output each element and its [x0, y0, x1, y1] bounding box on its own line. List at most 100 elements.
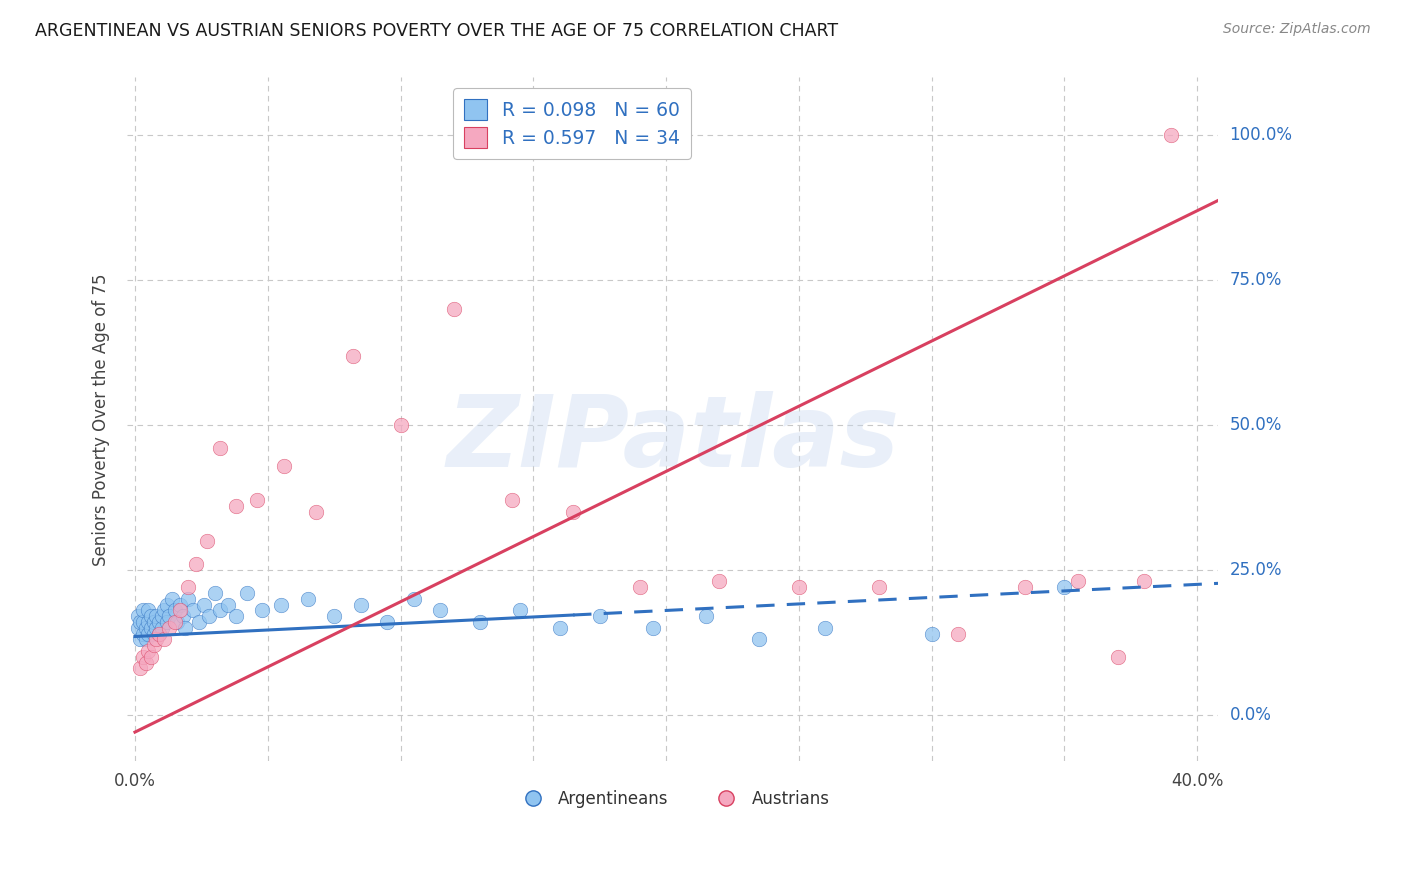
Text: 100.0%: 100.0%	[1230, 127, 1292, 145]
Point	[948, 626, 970, 640]
Point	[1067, 574, 1090, 589]
Point	[129, 615, 152, 629]
Point	[375, 615, 398, 629]
Point	[470, 615, 492, 629]
Point	[169, 598, 191, 612]
Point	[273, 458, 295, 473]
Text: 25.0%: 25.0%	[1230, 561, 1282, 579]
Point	[217, 598, 239, 612]
Point	[136, 644, 159, 658]
Point	[132, 626, 155, 640]
Point	[163, 603, 186, 617]
Point	[443, 302, 465, 317]
Text: 0.0%: 0.0%	[1230, 706, 1271, 723]
Text: 50.0%: 50.0%	[1230, 416, 1282, 434]
Point	[153, 603, 176, 617]
Point	[132, 615, 155, 629]
Point	[183, 603, 205, 617]
Point	[1107, 649, 1129, 664]
Point	[132, 603, 155, 617]
Point	[139, 609, 162, 624]
Point	[148, 626, 170, 640]
Point	[136, 615, 159, 629]
Point	[270, 598, 292, 612]
Point	[350, 598, 373, 612]
Point	[153, 632, 176, 647]
Point	[145, 621, 167, 635]
Point	[142, 626, 165, 640]
Point	[641, 621, 664, 635]
Point	[174, 621, 197, 635]
Point	[1014, 580, 1036, 594]
Point	[246, 493, 269, 508]
Point	[129, 661, 152, 675]
Point	[470, 128, 492, 143]
Point	[159, 621, 181, 635]
Point	[156, 615, 179, 629]
Point	[304, 505, 326, 519]
Point	[187, 615, 209, 629]
Point	[135, 656, 157, 670]
Point	[225, 609, 247, 624]
Y-axis label: Seniors Poverty Over the Age of 75: Seniors Poverty Over the Age of 75	[93, 273, 110, 566]
Point	[787, 580, 810, 594]
Point	[169, 603, 191, 617]
Point	[198, 609, 221, 624]
Point	[868, 580, 890, 594]
Point	[297, 591, 319, 606]
Point	[509, 603, 531, 617]
Point	[204, 586, 226, 600]
Point	[548, 621, 571, 635]
Legend: Argentineans, Austrians: Argentineans, Austrians	[509, 783, 837, 814]
Text: Source: ZipAtlas.com: Source: ZipAtlas.com	[1223, 22, 1371, 37]
Point	[148, 615, 170, 629]
Point	[252, 603, 274, 617]
Point	[562, 505, 585, 519]
Point	[1160, 128, 1182, 143]
Point	[501, 493, 523, 508]
Point	[748, 632, 770, 647]
Point	[163, 615, 186, 629]
Point	[172, 609, 194, 624]
Point	[709, 574, 731, 589]
Point	[136, 603, 159, 617]
Point	[142, 638, 165, 652]
Point	[135, 632, 157, 647]
Point	[127, 621, 149, 635]
Point	[177, 580, 200, 594]
Point	[235, 586, 257, 600]
Point	[628, 580, 651, 594]
Point	[589, 609, 612, 624]
Point	[127, 609, 149, 624]
Point	[135, 621, 157, 635]
Point	[166, 615, 188, 629]
Point	[695, 609, 717, 624]
Point	[177, 591, 200, 606]
Point	[195, 533, 218, 548]
Point	[184, 557, 207, 571]
Point	[208, 603, 231, 617]
Point	[139, 621, 162, 635]
Point	[225, 499, 247, 513]
Point	[148, 626, 170, 640]
Point	[323, 609, 346, 624]
Point	[129, 632, 152, 647]
Point	[159, 609, 181, 624]
Text: ZIPatlas: ZIPatlas	[446, 392, 900, 488]
Point	[429, 603, 451, 617]
Point	[150, 609, 173, 624]
Point	[389, 418, 412, 433]
Point	[145, 632, 167, 647]
Point	[1133, 574, 1156, 589]
Text: 75.0%: 75.0%	[1230, 271, 1282, 289]
Point	[139, 649, 162, 664]
Point	[145, 609, 167, 624]
Point	[142, 615, 165, 629]
Point	[1053, 580, 1076, 594]
Point	[921, 626, 943, 640]
Point	[132, 649, 155, 664]
Point	[160, 591, 183, 606]
Point	[136, 626, 159, 640]
Point	[814, 621, 837, 635]
Text: ARGENTINEAN VS AUSTRIAN SENIORS POVERTY OVER THE AGE OF 75 CORRELATION CHART: ARGENTINEAN VS AUSTRIAN SENIORS POVERTY …	[35, 22, 838, 40]
